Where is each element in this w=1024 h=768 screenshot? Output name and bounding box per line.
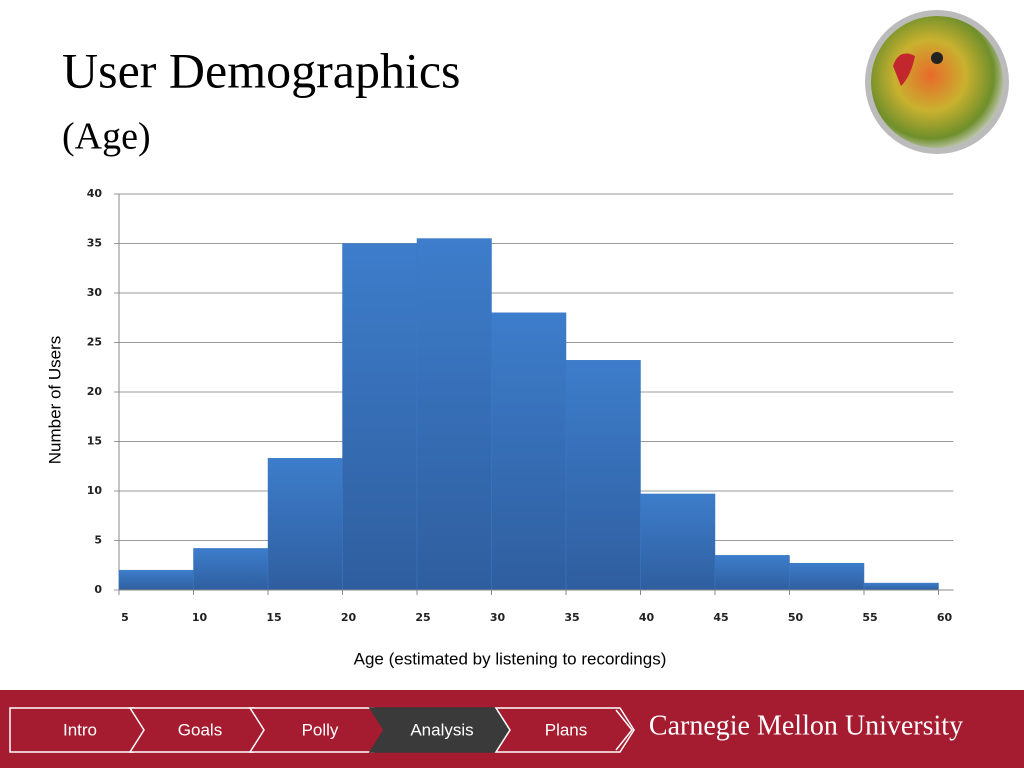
nav-bar: Intro Goals Polly Analysis Plans [9, 707, 635, 753]
x-tick-label: 20 [341, 611, 357, 624]
x-tick-label: 25 [415, 611, 430, 624]
x-tick-label: 50 [788, 611, 804, 624]
plot: 0 5 10 15 20 25 30 35 40 5 10 15 20 25 30 35 40 45 50 55 60 [87, 187, 954, 624]
nav-chevron[interactable] [494, 707, 635, 753]
nav-label[interactable]: Polly [302, 720, 339, 739]
y-tick-label: 35 [87, 237, 102, 250]
x-axis-label: Age (estimated by listening to recording… [354, 649, 667, 668]
y-tick-label: 30 [87, 286, 103, 299]
y-tick-label: 25 [87, 336, 102, 349]
y-tick-label: 0 [94, 583, 102, 596]
nav-label[interactable]: Analysis [410, 720, 473, 739]
bar [416, 238, 492, 591]
x-tick-label: 10 [192, 611, 208, 624]
x-tick-label: 55 [862, 611, 877, 624]
nav-label[interactable]: Goals [178, 720, 222, 739]
x-tick-label: 45 [713, 611, 728, 624]
y-axis-label: Number of Users [45, 336, 64, 464]
x-tick-label: 35 [564, 611, 579, 624]
bar [863, 582, 939, 591]
y-tick-label: 15 [87, 435, 102, 448]
bar [267, 458, 343, 591]
bar [640, 493, 716, 591]
x-tick-label: 15 [266, 611, 281, 624]
nav-label[interactable]: Plans [545, 720, 588, 739]
bar [789, 563, 865, 591]
y-tick-label: 40 [87, 187, 103, 200]
bar [714, 555, 790, 591]
slide-subtitle: (Age) [62, 116, 151, 158]
slide-title: User Demographics [62, 42, 461, 98]
bar [118, 569, 194, 591]
parrot-image [865, 10, 1009, 154]
y-tick-label: 10 [87, 484, 103, 497]
bar [342, 243, 418, 591]
bar [193, 548, 269, 591]
nav-end-arrow [615, 709, 633, 751]
bar [565, 360, 641, 591]
y-tick-label: 5 [94, 534, 102, 547]
brand: Carnegie Mellon University [649, 710, 963, 741]
x-tick-label: 40 [639, 611, 655, 624]
nav-label[interactable]: Intro [63, 720, 97, 739]
x-tick-label: 5 [121, 611, 129, 624]
x-tick-label: 60 [937, 611, 953, 624]
y-tick-label: 20 [87, 385, 103, 398]
bar [491, 312, 567, 591]
x-tick-label: 30 [490, 611, 506, 624]
